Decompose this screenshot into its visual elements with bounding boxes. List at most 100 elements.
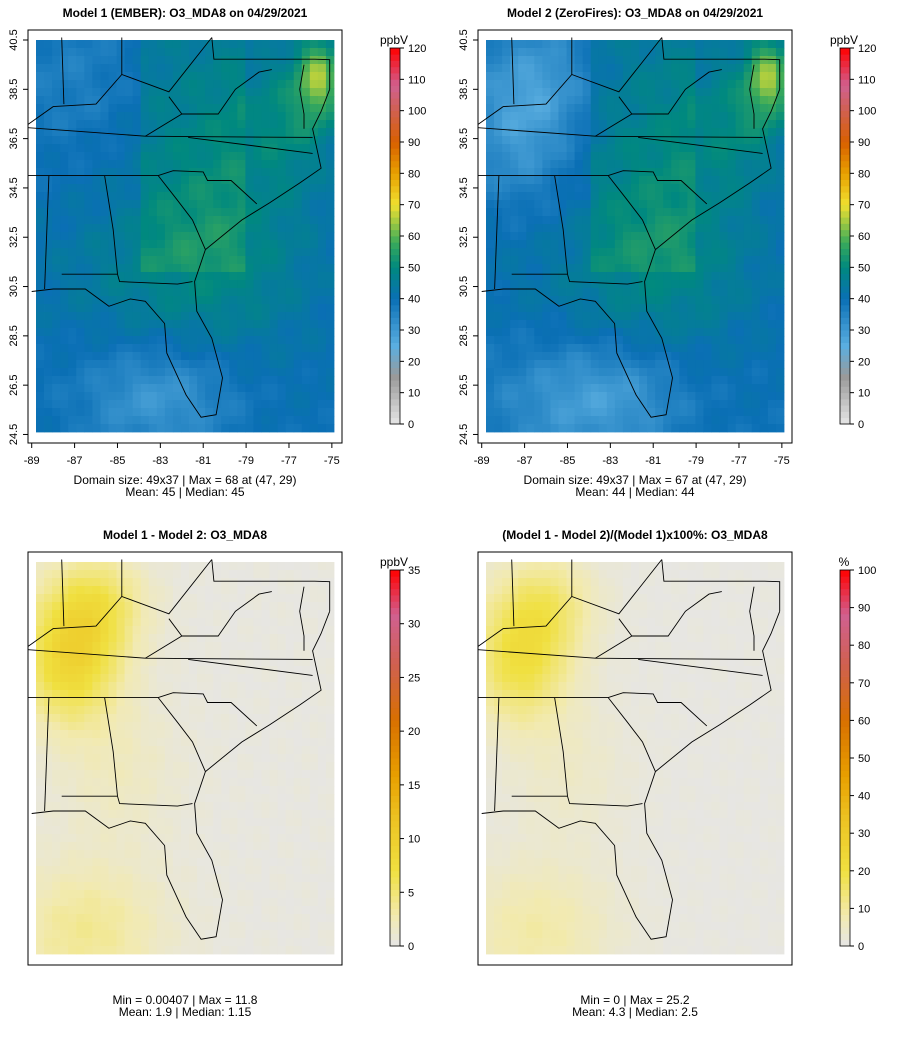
- heatmap-cell: [124, 570, 134, 579]
- heatmap-cell: [317, 368, 327, 377]
- heatmap-cell: [566, 408, 575, 417]
- heatmap-cell: [36, 104, 45, 113]
- heatmap-cell: [116, 634, 125, 643]
- heatmap-cell: [164, 674, 174, 683]
- heatmap-cell: [711, 176, 720, 185]
- heatmap-cell: [197, 578, 206, 587]
- heatmap-cell: [253, 328, 262, 337]
- heatmap-cell: [639, 216, 648, 225]
- heatmap-cell: [285, 56, 295, 65]
- heatmap-cell: [655, 376, 664, 385]
- heatmap-cell: [180, 746, 190, 755]
- heatmap-cell: [775, 216, 785, 225]
- heatmap-cell: [285, 240, 295, 249]
- heatmap-cell: [285, 762, 295, 771]
- heatmap-cell: [309, 144, 319, 153]
- heatmap-cell: [116, 642, 125, 651]
- heatmap-cell: [735, 336, 745, 345]
- heatmap-cell: [309, 706, 319, 715]
- heatmap-cell: [558, 360, 567, 369]
- heatmap-cell: [590, 256, 600, 265]
- heatmap-cell: [285, 296, 295, 305]
- heatmap-cell: [687, 144, 696, 153]
- heatmap-cell: [205, 184, 214, 193]
- heatmap-cell: [767, 256, 777, 265]
- heatmap-cell: [269, 344, 279, 353]
- heatmap-cell: [164, 112, 174, 121]
- heatmap-cell: [510, 160, 519, 169]
- heatmap-cell: [44, 104, 53, 113]
- heatmap-cell: [164, 240, 174, 249]
- colorbar-swatch: [840, 110, 850, 118]
- heatmap-cell: [542, 400, 551, 409]
- heatmap-cell: [156, 682, 166, 691]
- heatmap-cell: [132, 642, 142, 651]
- heatmap-cell: [518, 392, 527, 401]
- heatmap-cell: [197, 384, 206, 393]
- colorbar-tick-label: 60: [408, 231, 420, 243]
- heatmap-cell: [237, 240, 246, 249]
- heatmap-cell: [550, 392, 559, 401]
- heatmap-cell: [285, 722, 295, 731]
- heatmap-cell: [172, 392, 182, 401]
- heatmap-cell: [213, 376, 222, 385]
- heatmap-cell: [213, 224, 222, 233]
- heatmap-cell: [325, 56, 335, 65]
- heatmap-cell: [132, 128, 142, 137]
- heatmap-cell: [221, 344, 230, 353]
- heatmap-cell: [60, 722, 69, 731]
- heatmap-cell: [261, 304, 270, 313]
- heatmap-cell: [60, 666, 69, 675]
- heatmap-cell: [687, 72, 696, 81]
- heatmap-cell: [76, 232, 85, 241]
- heatmap-cell: [148, 304, 158, 313]
- heatmap-cell: [68, 80, 77, 89]
- heatmap-cell: [205, 112, 214, 121]
- heatmap-cell: [245, 128, 254, 137]
- heatmap-cell: [518, 256, 527, 265]
- heatmap-cell: [44, 722, 53, 731]
- heatmap-cell: [277, 296, 287, 305]
- heatmap-cell: [622, 64, 632, 73]
- heatmap-cell: [172, 72, 182, 81]
- heatmap-cell: [542, 48, 551, 57]
- heatmap-cell: [550, 424, 559, 433]
- heatmap-cell: [663, 352, 672, 361]
- heatmap-cell: [526, 328, 535, 337]
- heatmap-cell: [213, 264, 222, 273]
- heatmap-cell: [60, 320, 69, 329]
- heatmap-cell: [293, 136, 303, 145]
- heatmap-cell: [486, 360, 495, 369]
- heatmap-cell: [775, 376, 785, 385]
- heatmap-cell: [116, 256, 125, 265]
- heatmap-cell: [534, 104, 543, 113]
- heatmap-cell: [261, 610, 270, 619]
- heatmap-cell: [751, 304, 761, 313]
- heatmap-cell: [566, 56, 575, 65]
- heatmap-cell: [132, 168, 142, 177]
- heatmap-cell: [759, 144, 769, 153]
- heatmap-cell: [542, 360, 551, 369]
- heatmap-cell: [132, 738, 142, 747]
- heatmap-cell: [100, 216, 109, 225]
- heatmap-cell: [711, 64, 720, 73]
- heatmap-cell: [172, 666, 182, 675]
- heatmap-cell: [124, 618, 134, 627]
- heatmap-cell: [301, 682, 311, 691]
- heatmap-cell: [44, 296, 53, 305]
- heatmap-cell: [325, 778, 335, 787]
- heatmap-cell: [566, 424, 575, 433]
- heatmap-cell: [269, 352, 279, 361]
- heatmap-cell: [647, 368, 656, 377]
- heatmap-cell: [622, 56, 632, 65]
- heatmap-cell: [598, 352, 608, 361]
- heatmap-cell: [534, 144, 543, 153]
- heatmap-cell: [550, 360, 559, 369]
- heatmap-cell: [510, 304, 519, 313]
- heatmap-cell: [285, 192, 295, 201]
- heatmap-cell: [172, 594, 182, 603]
- heatmap-cell: [695, 376, 704, 385]
- heatmap-cell: [526, 392, 535, 401]
- heatmap-cell: [132, 208, 142, 217]
- heatmap-cell: [92, 754, 101, 763]
